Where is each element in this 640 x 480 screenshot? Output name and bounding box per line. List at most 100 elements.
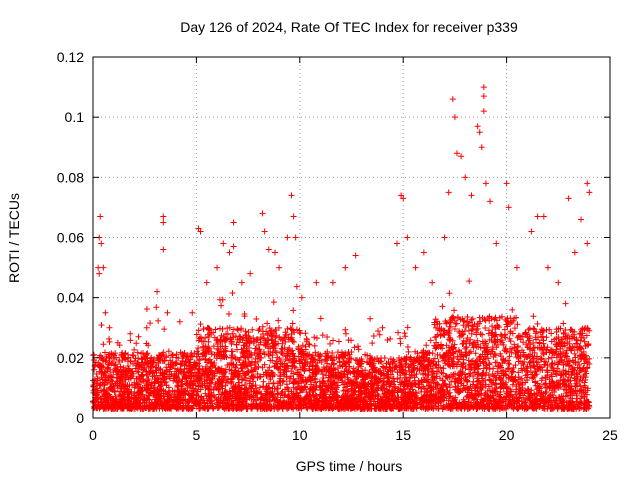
data-point <box>582 356 589 363</box>
data-point <box>514 343 521 350</box>
data-point <box>507 399 514 406</box>
data-point <box>580 386 587 393</box>
data-point <box>229 385 236 392</box>
data-point <box>112 361 119 368</box>
data-point <box>369 340 376 347</box>
data-point <box>351 344 358 351</box>
data-point <box>530 325 537 332</box>
data-point <box>446 373 453 380</box>
data-point <box>263 405 270 412</box>
data-point <box>473 329 480 336</box>
data-point <box>540 350 547 357</box>
data-point <box>436 326 443 333</box>
data-point <box>217 343 224 350</box>
data-point <box>324 360 331 367</box>
data-point <box>147 390 154 397</box>
data-point <box>289 347 296 354</box>
data-point <box>421 364 428 371</box>
data-point <box>282 329 289 336</box>
data-point <box>451 307 458 314</box>
data-point <box>285 404 292 411</box>
data-points <box>90 84 593 412</box>
data-point <box>212 326 219 333</box>
data-point <box>279 340 286 347</box>
data-point <box>384 337 391 344</box>
data-point <box>510 377 517 384</box>
data-point <box>255 327 262 334</box>
data-point <box>514 321 521 328</box>
data-point <box>202 356 209 363</box>
data-point <box>241 313 248 320</box>
data-point <box>482 353 489 360</box>
data-point <box>194 348 201 355</box>
data-point <box>457 316 464 323</box>
data-point <box>185 405 192 412</box>
data-point <box>578 355 585 362</box>
data-point <box>312 405 319 412</box>
data-point <box>254 374 261 381</box>
data-point <box>517 358 524 365</box>
data-point <box>437 389 444 396</box>
data-point <box>205 357 212 364</box>
data-point <box>413 370 420 377</box>
data-point <box>304 403 311 410</box>
data-point <box>242 390 249 397</box>
data-point <box>446 362 453 369</box>
data-point <box>511 325 518 332</box>
data-point <box>433 386 440 393</box>
data-point <box>204 405 211 412</box>
data-point <box>502 393 509 400</box>
data-point <box>457 353 464 360</box>
data-point <box>418 388 425 395</box>
data-point <box>538 326 545 333</box>
data-point <box>470 378 477 385</box>
data-point <box>281 399 288 406</box>
data-point <box>184 384 191 391</box>
data-point <box>257 373 264 380</box>
data-point <box>253 350 260 357</box>
data-point <box>243 348 250 355</box>
data-point <box>239 361 246 368</box>
data-point <box>256 325 263 332</box>
data-point <box>195 344 202 351</box>
data-point <box>578 326 585 333</box>
data-point <box>263 372 270 379</box>
data-point <box>484 388 491 395</box>
data-point <box>285 386 292 393</box>
data-point <box>127 337 134 344</box>
data-point <box>156 383 163 390</box>
data-point <box>102 369 109 376</box>
data-point <box>213 353 220 360</box>
data-point <box>246 380 253 387</box>
data-point <box>542 358 549 365</box>
data-point <box>252 355 259 362</box>
data-point <box>377 367 384 374</box>
data-point <box>540 351 547 358</box>
data-point <box>509 394 516 401</box>
data-point <box>437 332 444 339</box>
data-point <box>158 387 165 394</box>
data-point <box>461 317 468 324</box>
data-point <box>485 383 492 390</box>
data-point <box>455 375 462 382</box>
data-point <box>439 345 446 352</box>
data-point <box>229 395 236 402</box>
data-point <box>400 356 407 363</box>
data-point <box>124 394 131 401</box>
data-point <box>509 345 516 352</box>
data-point <box>203 395 210 402</box>
data-point <box>186 359 193 366</box>
data-point <box>548 363 555 370</box>
data-point <box>260 371 267 378</box>
data-point <box>533 336 540 343</box>
data-point <box>496 314 503 321</box>
data-point <box>513 354 520 361</box>
data-point <box>396 364 403 371</box>
data-point <box>98 368 105 375</box>
data-point <box>553 379 560 386</box>
data-point <box>526 337 533 344</box>
data-point <box>135 389 142 396</box>
data-point <box>312 379 319 386</box>
data-point <box>479 331 486 338</box>
data-point <box>143 305 150 312</box>
